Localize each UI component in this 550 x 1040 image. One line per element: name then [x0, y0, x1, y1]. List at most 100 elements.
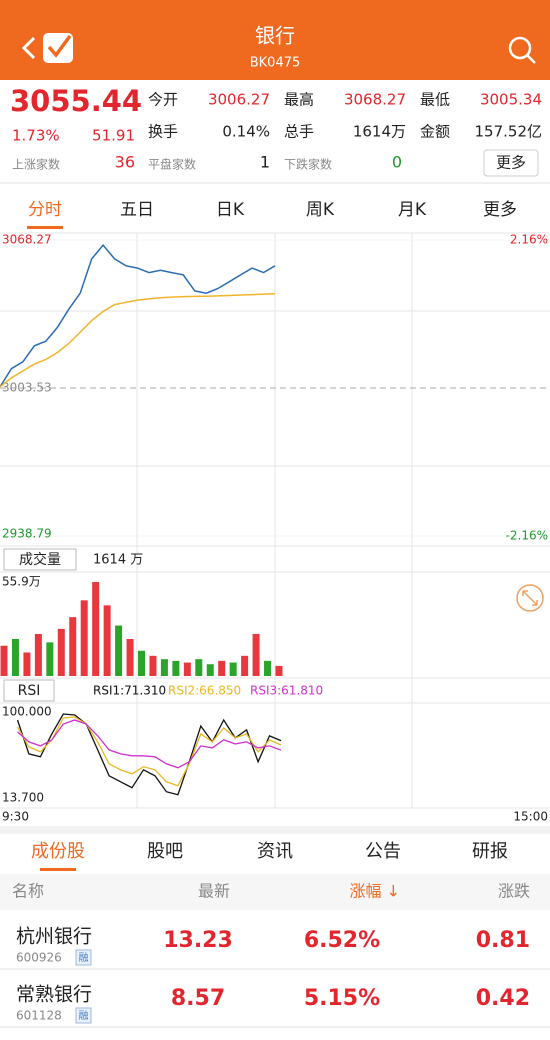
divider: [0, 1026, 550, 1028]
volume-bar: [23, 652, 31, 676]
field-value: 157.52亿: [475, 123, 543, 141]
code: BK0475: [250, 56, 301, 71]
y-tick-label: 3003.53: [2, 381, 52, 395]
chart-tab[interactable]: 分时: [28, 200, 62, 220]
list-tab[interactable]: 成份股: [31, 841, 85, 862]
y-tick-label: 55.9万: [2, 575, 41, 589]
volume-bar: [0, 645, 8, 676]
volume-bar: [206, 664, 214, 676]
divider: [0, 182, 550, 184]
legend-entry: RSI2:66.850: [168, 684, 241, 698]
volume-bar: [195, 659, 203, 676]
field-label: 换手: [148, 123, 178, 141]
field-value: 0.14%: [222, 123, 270, 141]
stock-name[interactable]: 常熟银行: [16, 984, 92, 1006]
stock-name[interactable]: 杭州银行: [16, 926, 92, 948]
y2-tick-label: 2.16%: [510, 233, 548, 247]
volume-bar: [69, 617, 77, 676]
volume-bar: [264, 660, 272, 676]
header-bar: [0, 0, 550, 80]
breadth-value: 36: [115, 153, 135, 172]
column-header: 涨跌: [498, 882, 530, 901]
volume-bar: [11, 639, 19, 676]
series-line: [16, 713, 282, 796]
series-line: [16, 716, 282, 787]
y-tick-label: 100.000: [2, 705, 52, 719]
column-header: 名称: [12, 882, 44, 901]
volume-bar: [183, 662, 191, 676]
volume-bar: [149, 655, 157, 676]
column-header[interactable]: 涨幅 ↓: [350, 882, 401, 901]
field-label: 总手: [284, 123, 314, 141]
list-tab[interactable]: 资讯: [257, 841, 293, 862]
breadth-value: 0: [392, 153, 402, 172]
y-tick-label: 3068.27: [2, 233, 52, 247]
volume-bar: [126, 639, 134, 676]
volume-bar: [46, 642, 54, 676]
change: 0.42: [476, 986, 530, 1011]
expand-button[interactable]: [516, 584, 544, 612]
volume-title: 成交量: [19, 551, 61, 568]
series-line: [17, 719, 282, 769]
change-pct: 6.52%: [304, 928, 380, 953]
volume-box: [3, 548, 77, 571]
y-tick-label: 13.700: [2, 791, 44, 805]
stock-code: 601128: [16, 1009, 62, 1023]
field-label: 金额: [420, 123, 450, 141]
series-line: [0, 292, 276, 388]
change: 0.81: [476, 928, 530, 953]
last-price: 8.57: [171, 986, 225, 1011]
field-value: 1614万: [353, 123, 406, 141]
change: 51.91: [92, 127, 135, 145]
field-value: 3068.27: [344, 91, 406, 109]
chart-tab[interactable]: 五日: [120, 200, 154, 220]
tag: 融: [79, 1010, 89, 1022]
volume-bar: [115, 625, 123, 676]
volume-bar: [80, 600, 88, 676]
tag-badge: [75, 949, 92, 966]
volume-bar: [172, 660, 180, 676]
legend-entry: RSI1:71.310: [93, 684, 166, 698]
more-button[interactable]: [483, 149, 539, 177]
y-tick-label: 2938.79: [2, 527, 52, 541]
more-label: 更多: [496, 154, 526, 172]
series-line: [0, 244, 276, 388]
volume-bar: [218, 660, 226, 676]
watch-check: [47, 34, 72, 58]
x-tick-label: 9:30: [2, 810, 29, 824]
rsi-title: RSI: [18, 683, 41, 699]
stock-code: 600926: [16, 951, 62, 965]
back-button[interactable]: [21, 36, 36, 60]
column-header: 最新: [198, 882, 230, 901]
legend-entry: RSI3:61.810: [250, 684, 323, 698]
chart-tab[interactable]: 日K: [216, 200, 245, 220]
breadth-label: 上涨家数: [12, 157, 60, 172]
list-tab[interactable]: 公告: [365, 841, 401, 862]
chart-tab[interactable]: 更多: [483, 200, 517, 220]
volume-bar: [92, 582, 100, 676]
volume-bar: [57, 628, 65, 676]
divider: [0, 826, 550, 834]
volume-bar: [103, 605, 111, 676]
chart-tab[interactable]: 月K: [398, 200, 427, 220]
chart-tab[interactable]: 周K: [306, 200, 335, 220]
expand-icon: [522, 590, 538, 606]
breadth-label: 平盘家数: [148, 157, 196, 172]
volume-bar: [138, 650, 145, 676]
search-button[interactable]: [508, 36, 532, 60]
breadth-label: 下跌家数: [284, 157, 332, 172]
tag-badge: [75, 1007, 92, 1024]
list-tab[interactable]: 股吧: [147, 841, 183, 862]
field-label: 今开: [148, 91, 178, 109]
tab-underline: [27, 226, 63, 229]
volume-bar: [241, 655, 249, 676]
field-label: 最高: [284, 91, 314, 109]
volume-bar: [160, 659, 168, 676]
tag: 融: [79, 952, 89, 964]
search-handle: [526, 54, 536, 64]
list-tab[interactable]: 研报: [472, 841, 508, 862]
list-tab-underline: [40, 868, 76, 871]
x-tick-label: 15:00: [513, 810, 548, 824]
volume-total: 1614 万: [93, 553, 143, 568]
